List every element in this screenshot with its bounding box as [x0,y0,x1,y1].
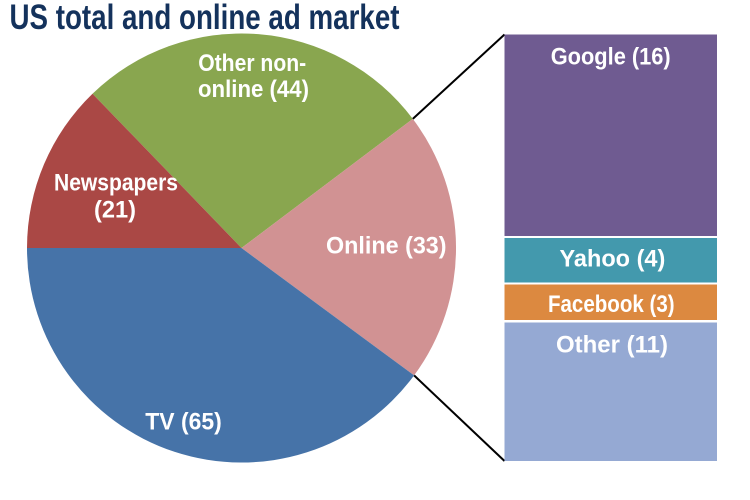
svg-text:Other (11): Other (11) [556,331,668,358]
svg-text:TV (65): TV (65) [145,408,222,435]
svg-text:(21): (21) [94,196,136,223]
svg-text:Online (33): Online (33) [326,233,447,260]
svg-text:Newspapers: Newspapers [54,170,178,197]
svg-text:Other non-: Other non- [198,50,306,77]
svg-text:Yahoo (4): Yahoo (4) [560,246,666,273]
svg-text:Google (16): Google (16) [551,43,671,70]
svg-text:online (44): online (44) [198,76,309,103]
svg-text:US total and online ad market: US total and online ad market [10,0,400,37]
svg-text:Facebook (3): Facebook (3) [548,291,675,318]
